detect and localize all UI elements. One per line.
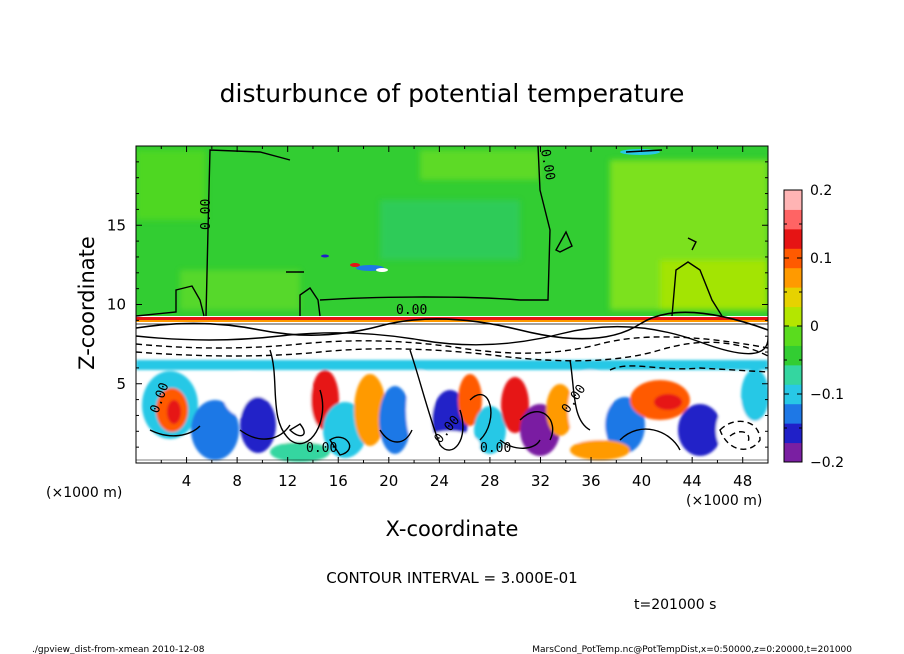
colorbar-swatch [784,248,802,269]
colorbar-swatch [784,326,802,346]
colorbar-swatch [784,442,802,463]
colorbar-swatch [784,364,802,385]
x-tick-label: 36 [581,472,600,490]
footer-right: MarsCond_PotTemp.nc@PotTempDist,x=0:5000… [532,645,852,654]
colorbar-swatch [784,384,802,405]
lower-layer-eddies [136,360,768,462]
colorbar-swatch [784,267,802,288]
x-tick-label: 40 [632,472,651,490]
colorbar-ticks: 0.2 0.1 0 −0.1 −0.2 [784,183,844,471]
colorbar-tick-label: −0.1 [810,387,844,403]
colorbar-tick-label: 0.1 [810,251,832,267]
x-unit-label-left: (×1000 m) [46,485,122,501]
y-tick-label: 10 [107,296,126,314]
plot-area: 0.00 0.00 0.00 0.00 0.00 0.00 0.00 0.00 [136,146,768,463]
x-tick-label: 12 [278,472,297,490]
contour-label: 0.00 [199,199,214,230]
y-tick-label: 15 [107,216,126,234]
colorbar-swatch [784,228,802,249]
x-tick-label: 32 [531,472,550,490]
x-tick-label: 44 [683,472,702,490]
x-tick-label: 48 [733,472,752,490]
colorbar [784,190,802,463]
x-tick-label: 28 [480,472,499,490]
transition-band [136,316,768,358]
colorbar-tick-label: −0.2 [810,455,844,471]
colorbar-swatch [784,423,802,444]
x-axis: 4 8 12 16 20 24 28 32 36 40 44 48 [135,146,769,490]
contour-label: 0.00 [306,441,337,456]
x-unit-label-right: (×1000 m) [686,493,762,509]
contour-label: 0.00 [480,441,511,456]
colorbar-swatch [784,403,802,424]
contour-label: 0.00 [396,303,427,318]
y-axis: 5 10 15 [107,145,768,464]
colorbar-swatch [784,209,802,230]
colorbar-tick-label: 0.2 [810,183,832,199]
footer-left: ./gpview_dist-from-xmean 2010-12-08 [32,645,205,654]
y-tick-label: 5 [116,375,126,393]
chart-title: disturbunce of potential temperature [220,79,685,108]
colorbar-swatch [784,306,802,327]
x-tick-label: 20 [379,472,398,490]
x-tick-label: 24 [430,472,449,490]
colorbar-swatch [784,190,802,210]
contour-interval-text: CONTOUR INTERVAL = 3.000E-01 [326,569,577,587]
time-label: t=201000 s [634,597,716,613]
colorbar-swatch [784,287,802,308]
y-axis-title: Z-coordinate [75,236,99,370]
contour-lines [136,146,768,461]
x-tick-label: 4 [182,472,192,490]
x-tick-label: 8 [232,472,242,490]
contour-label: 0.00 [537,148,557,181]
colorbar-tick-label: 0 [810,319,819,335]
colorbar-swatch [784,345,802,366]
upper-layer-variations [136,150,768,310]
x-axis-title: X-coordinate [386,517,519,541]
x-tick-label: 16 [329,472,348,490]
